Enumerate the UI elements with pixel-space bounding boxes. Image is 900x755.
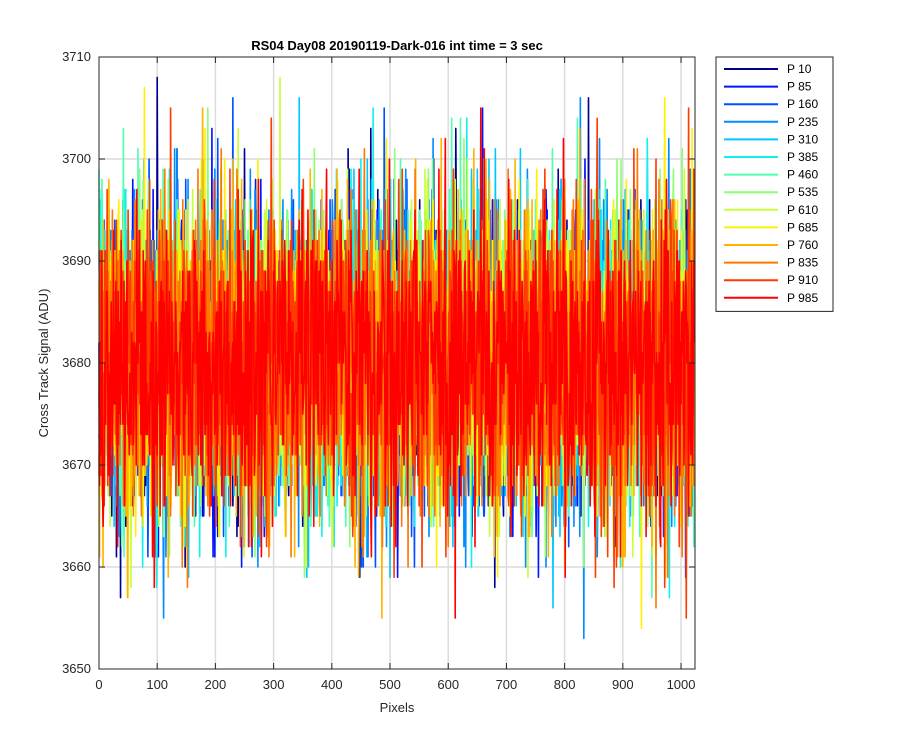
y-tick-label: 3650	[62, 661, 91, 676]
legend-label: P 85	[787, 80, 812, 94]
x-axis-label: Pixels	[380, 700, 415, 715]
x-axis-ticks: 0 100 200 300 400 500 600 700 800 900 1000	[95, 57, 695, 692]
y-tick-label: 3710	[62, 49, 91, 64]
series-line-p-985	[98, 107, 696, 619]
legend-label: P 235	[787, 115, 818, 129]
legend-label: P 310	[787, 132, 818, 146]
y-tick-label: 3700	[62, 151, 91, 166]
x-tick-label: 1000	[667, 677, 696, 692]
legend-label: P 610	[787, 203, 818, 217]
x-tick-label: 600	[437, 677, 459, 692]
x-tick-label: 700	[496, 677, 518, 692]
x-tick-label: 100	[146, 677, 168, 692]
legend-box	[715, 56, 834, 312]
legend-label: P 910	[787, 273, 818, 287]
y-tick-label: 3670	[62, 457, 91, 472]
legend-label: P 10	[787, 62, 812, 76]
legend-label: P 835	[787, 256, 818, 270]
x-tick-label: 500	[379, 677, 401, 692]
legend-label: P 685	[787, 220, 818, 234]
y-axis-label: Cross Track Signal (ADU)	[36, 289, 51, 438]
series-layer	[98, 76, 696, 640]
x-tick-label: 800	[554, 677, 576, 692]
chart-title: RS04 Day08 20190119-Dark-016 int time = …	[251, 38, 543, 53]
x-tick-label: 0	[95, 677, 102, 692]
legend-label: P 160	[787, 97, 818, 111]
x-tick-label: 400	[321, 677, 343, 692]
legend-label: P 460	[787, 168, 818, 182]
legend-label: P 985	[787, 291, 818, 305]
x-tick-label: 900	[612, 677, 634, 692]
y-tick-label: 3680	[62, 355, 91, 370]
legend-label: P 760	[787, 238, 818, 252]
y-tick-label: 3660	[62, 559, 91, 574]
x-tick-label: 200	[205, 677, 227, 692]
legend-label: P 385	[787, 150, 818, 164]
legend: P 10 P 85 P 160 P 235 P 310 P 385 P 460 P 535 P …	[715, 56, 834, 312]
x-tick-label: 300	[263, 677, 285, 692]
y-axis-ticks: 3650 3660 3670 3680 3690 3700 3710	[62, 49, 695, 676]
y-tick-label: 3690	[62, 253, 91, 268]
legend-label: P 535	[787, 185, 818, 199]
